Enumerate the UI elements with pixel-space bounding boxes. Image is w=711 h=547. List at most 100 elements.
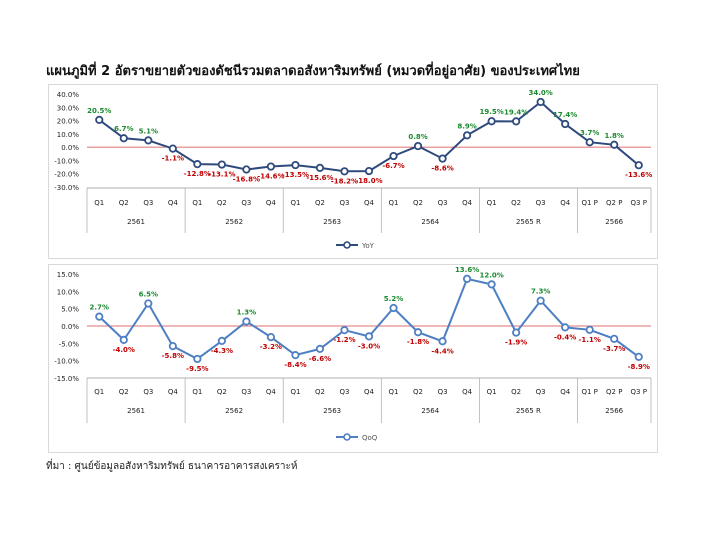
data-label: 1.8% (605, 132, 624, 140)
data-label: -13.5% (282, 171, 309, 179)
data-point (389, 303, 398, 313)
data-label: -15.6% (306, 174, 333, 182)
x-tick-label: Q4 (266, 199, 277, 207)
x-tick-label: Q3 (339, 388, 349, 396)
data-point (462, 131, 472, 140)
data-point (291, 160, 300, 170)
data-point (144, 136, 153, 145)
qoq-chart: 15.0% 10.0% 5.0% 0.0% -5.0% -10.0% -15.0% Q1 Q2 Q… (54, 266, 652, 442)
x-tick-label: Q4 (462, 199, 473, 207)
data-point (634, 352, 643, 361)
data-point (634, 161, 643, 170)
data-label: -4.0% (113, 346, 135, 354)
x-tick-label: Q3 (143, 388, 153, 396)
data-label: 3.7% (580, 129, 599, 137)
data-label: 0.8% (408, 133, 427, 141)
x-tick-label: Q4 (462, 388, 473, 396)
data-point (217, 336, 226, 346)
qoq-chart-panel: 15.0% 10.0% 5.0% 0.0% -5.0% -10.0% -15.0% Q1 Q2 Q… (48, 264, 658, 453)
data-point (217, 160, 226, 169)
x-tick-label: Q1 (94, 388, 104, 396)
data-label: 6.5% (139, 290, 158, 298)
x-tick-label: Q4 (364, 199, 375, 207)
legend-label: QoQ (362, 434, 378, 442)
y-tick-label: 0.0% (61, 144, 79, 152)
data-label: 8.9% (457, 122, 476, 130)
data-label: 20.5% (87, 107, 111, 115)
x-tick-label: Q3 (339, 199, 349, 207)
year-label: 2562 (225, 407, 243, 415)
year-label: 2561 (127, 407, 145, 415)
data-point (193, 354, 202, 364)
x-tick-label: Q3 P (631, 388, 647, 396)
year-label: 2564 (421, 218, 439, 226)
y-tick-label: 10.0% (57, 131, 80, 139)
data-label: -12.8% (184, 170, 211, 178)
x-tick-label: Q2 (315, 388, 325, 396)
data-point (512, 117, 521, 126)
data-point (119, 134, 128, 143)
x-tick-label: Q4 (560, 388, 571, 396)
x-tick-label: Q1 (290, 388, 300, 396)
data-label: -1.8% (407, 338, 429, 346)
data-point (242, 165, 251, 174)
data-label: -1.1% (162, 155, 184, 163)
x-tick-label: Q2 P (606, 388, 622, 396)
year-label: 2565 R (516, 407, 541, 415)
x-tick-label: Q3 (536, 388, 546, 396)
data-point (462, 274, 472, 283)
y-tick-label: 5.0% (61, 306, 79, 314)
year-label: 2566 (605, 407, 623, 415)
x-tick-label: Q3 (536, 199, 546, 207)
data-label: -8.6% (431, 165, 453, 173)
data-point (585, 138, 594, 147)
data-label: -14.6% (257, 173, 284, 181)
yoy-chart-panel: 40.0% 30.0% 20.0% 10.0% 0.0% -10.0% -20.0% -30.… (48, 84, 658, 259)
data-point (610, 334, 619, 343)
x-tick-label: Q1 (487, 199, 497, 207)
year-label: 2562 (225, 218, 243, 226)
data-point (487, 117, 496, 126)
data-label: 17.4% (553, 111, 577, 119)
data-label: 5.2% (384, 295, 403, 303)
data-label: 2.7% (90, 304, 109, 312)
data-point (242, 317, 251, 326)
data-point (95, 115, 104, 125)
x-tick-label: Q2 (511, 199, 521, 207)
y-tick-label: -15.0% (54, 375, 79, 383)
y-tick-label: -5.0% (59, 340, 80, 348)
x-tick-label: Q2 (511, 388, 521, 396)
data-label: -16.8% (233, 175, 260, 183)
legend-label: YoY (361, 242, 375, 250)
data-point (512, 328, 521, 337)
y-tick-label: -30.0% (54, 184, 79, 192)
data-point (438, 154, 447, 163)
data-point (438, 337, 447, 346)
chart-title: แผนภูมิที่ 2 อัตราขยายตัวของดัชนีรวมตลาด… (46, 64, 580, 79)
data-point (364, 166, 374, 176)
x-tick-label: Q4 (266, 388, 277, 396)
x-tick-label: Q1 (290, 199, 300, 207)
data-label: -5.8% (162, 352, 184, 360)
data-label: -8.4% (284, 361, 306, 369)
data-point (168, 144, 177, 153)
x-tick-label: Q2 (413, 199, 423, 207)
data-label: -13.6% (625, 171, 652, 179)
data-point (193, 160, 202, 169)
x-tick-label: Q2 P (606, 199, 622, 207)
source-note: ที่มา : ศูนย์ข้อมูลอสังหาริมทรัพย์ ธนาคา… (46, 461, 298, 472)
data-point (315, 163, 325, 172)
data-label: 1.3% (237, 308, 256, 316)
x-tick-label: Q4 (364, 388, 375, 396)
x-tick-label: Q2 (315, 199, 325, 207)
data-point (340, 167, 349, 176)
y-tick-label: 15.0% (57, 271, 80, 279)
data-label: -8.9% (628, 363, 650, 371)
data-label: -0.4% (554, 333, 576, 341)
x-tick-label: Q1 (389, 199, 399, 207)
data-point (266, 162, 276, 171)
x-tick-label: Q3 (143, 199, 153, 207)
data-point (487, 280, 496, 289)
data-label: -3.2% (260, 343, 282, 351)
data-label: -6.7% (382, 162, 404, 170)
